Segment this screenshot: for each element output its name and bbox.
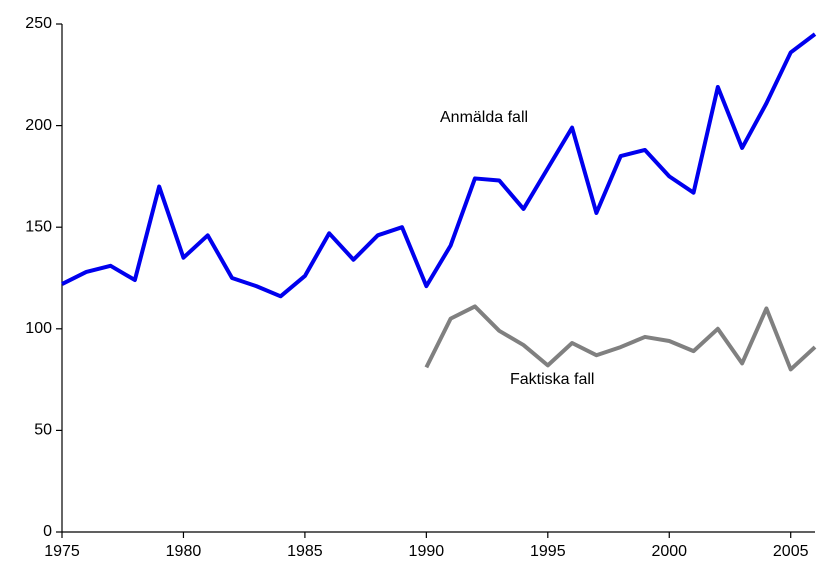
x-tick-label: 2005 xyxy=(773,543,809,560)
x-tick-label: 1975 xyxy=(44,543,80,560)
series-line xyxy=(424,304,817,372)
x-tick-label: 1995 xyxy=(530,543,566,560)
x-tick-label: 1980 xyxy=(166,543,202,560)
x-tick-label: 1990 xyxy=(409,543,445,560)
y-tick-label: 200 xyxy=(25,117,52,134)
series-line xyxy=(61,32,817,299)
y-tick-label: 150 xyxy=(25,218,52,235)
y-tick-label: 50 xyxy=(34,422,52,439)
x-tick-label: 1985 xyxy=(287,543,323,560)
x-tick-label: 2000 xyxy=(651,543,687,560)
y-tick-label: 250 xyxy=(25,15,52,32)
y-tick-label: 100 xyxy=(25,320,52,337)
series-label: Anmälda fall xyxy=(440,109,528,126)
series-label: Faktiska fall xyxy=(510,371,594,388)
y-tick-label: 0 xyxy=(43,523,52,540)
